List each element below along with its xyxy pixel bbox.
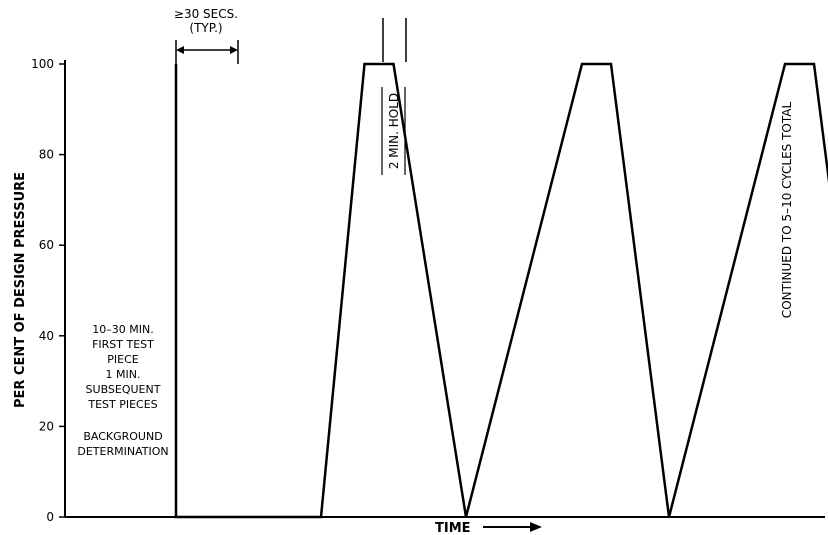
interval-annotation: ≥30 SECS. (TYP.) [174, 7, 239, 64]
note-line-3: PIECE [107, 353, 139, 366]
y-tick-label: 20 [39, 419, 54, 433]
series-points [175, 63, 815, 518]
first-piece-note: 10–30 MIN. FIRST TEST PIECE 1 MIN. SUBSE… [86, 323, 161, 411]
arrow-right-icon [230, 46, 238, 54]
background-note: BACKGROUND DETERMINATION [77, 430, 168, 458]
note-line-1: 10–30 MIN. [92, 323, 153, 336]
hold-label: 2 MIN. HOLD [387, 93, 401, 169]
note-line-5: SUBSEQUENT [86, 383, 161, 396]
cycles-label: CONTINUED TO 5–10 CYCLES TOTAL [780, 102, 794, 319]
pressure-series-line [174, 62, 828, 519]
y-tick-label: 60 [39, 238, 54, 252]
time-arrow-icon [483, 522, 542, 532]
x-axis-label: TIME [435, 521, 471, 535]
y-tick-label: 80 [39, 148, 54, 162]
y-axis-label: PER CENT OF DESIGN PRESSURE [13, 172, 28, 408]
background-line-2: DETERMINATION [77, 445, 168, 458]
interval-label-line-1: ≥30 SECS. [174, 7, 238, 21]
y-tick-label: 100 [31, 57, 54, 71]
note-line-4: 1 MIN. [106, 368, 141, 381]
hold-annotation: 2 MIN. HOLD [381, 18, 407, 175]
note-line-6: TEST PIECES [87, 398, 157, 411]
note-line-2: FIRST TEST [92, 338, 154, 351]
y-ticks: 0 20 40 60 80 100 [31, 57, 65, 524]
interval-label-line-2: (TYP.) [189, 21, 222, 35]
arrow-left-icon [176, 46, 184, 54]
y-tick-label: 40 [39, 329, 54, 343]
y-tick-label: 0 [46, 510, 54, 524]
background-line-1: BACKGROUND [83, 430, 162, 443]
